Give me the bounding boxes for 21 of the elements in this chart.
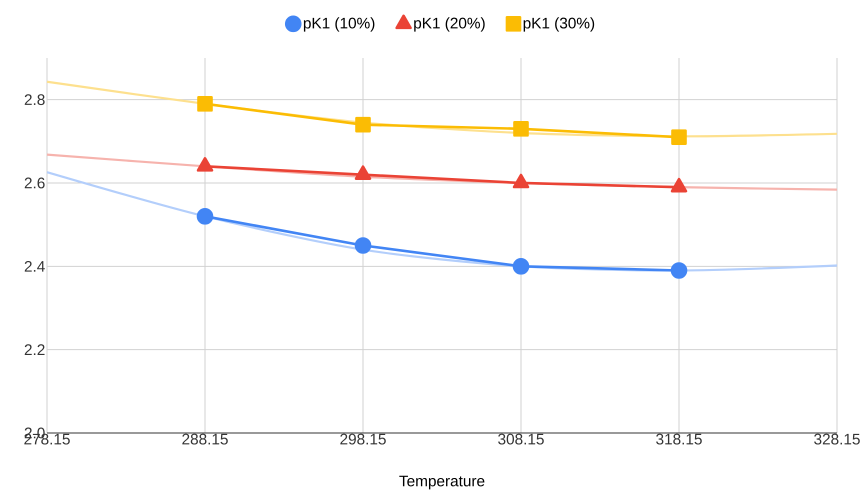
x-tick-label: 318.15 xyxy=(656,434,702,445)
x-tick-label: 328.15 xyxy=(814,434,860,445)
point xyxy=(355,116,371,132)
point xyxy=(671,129,687,145)
point xyxy=(512,258,530,275)
point xyxy=(197,96,213,112)
x-tick-label: 298.15 xyxy=(340,434,386,445)
x-axis-title: Temperature xyxy=(399,476,484,490)
legend-label: pK1 (20%) xyxy=(414,17,485,32)
y-tick-label: 2.4 xyxy=(24,260,45,272)
point xyxy=(196,208,214,225)
x-tick-label: 288.15 xyxy=(182,434,228,445)
x-tick-label: 308.15 xyxy=(498,434,544,445)
legend-label: pK1 (10%) xyxy=(304,17,374,32)
y-tick-label: 2.6 xyxy=(24,178,45,188)
point xyxy=(354,237,372,254)
y-tick-label: 2.2 xyxy=(24,344,45,356)
y-tick-label: 2.8 xyxy=(24,94,45,106)
point xyxy=(670,262,688,279)
point xyxy=(513,121,529,137)
legend-label: pK1 (30%) xyxy=(524,17,594,32)
